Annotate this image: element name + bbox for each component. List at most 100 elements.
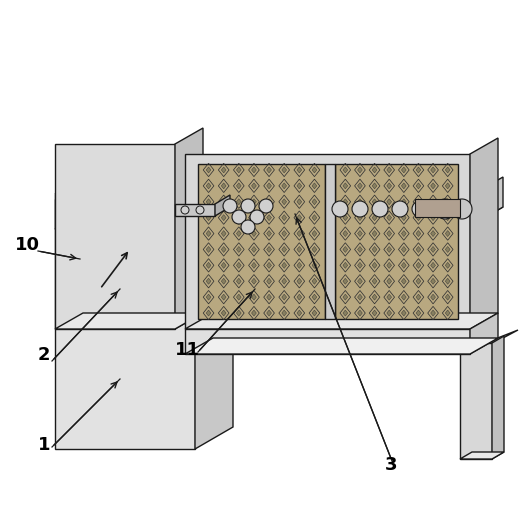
Polygon shape bbox=[185, 155, 470, 329]
Polygon shape bbox=[357, 263, 362, 269]
Polygon shape bbox=[312, 263, 317, 269]
Polygon shape bbox=[55, 314, 203, 329]
Polygon shape bbox=[252, 311, 256, 317]
Polygon shape bbox=[312, 311, 317, 317]
Polygon shape bbox=[416, 263, 421, 269]
Polygon shape bbox=[297, 215, 302, 221]
Polygon shape bbox=[175, 205, 215, 217]
Polygon shape bbox=[325, 165, 335, 319]
Polygon shape bbox=[175, 129, 203, 329]
Polygon shape bbox=[431, 199, 435, 206]
Polygon shape bbox=[236, 168, 241, 174]
Polygon shape bbox=[312, 168, 317, 174]
Polygon shape bbox=[343, 311, 348, 317]
Polygon shape bbox=[221, 168, 226, 174]
Polygon shape bbox=[401, 247, 406, 253]
Polygon shape bbox=[372, 247, 377, 253]
Polygon shape bbox=[446, 231, 450, 237]
Polygon shape bbox=[55, 194, 195, 449]
Polygon shape bbox=[431, 279, 435, 285]
Polygon shape bbox=[215, 195, 230, 217]
Polygon shape bbox=[357, 311, 362, 317]
Polygon shape bbox=[252, 231, 256, 237]
Circle shape bbox=[223, 199, 237, 214]
Polygon shape bbox=[236, 311, 241, 317]
Polygon shape bbox=[252, 247, 256, 253]
Polygon shape bbox=[401, 231, 406, 237]
Circle shape bbox=[241, 199, 255, 214]
Polygon shape bbox=[343, 231, 348, 237]
Text: 10: 10 bbox=[15, 235, 40, 254]
Polygon shape bbox=[312, 231, 317, 237]
Circle shape bbox=[452, 199, 472, 220]
Polygon shape bbox=[282, 183, 287, 189]
Polygon shape bbox=[185, 329, 470, 355]
Polygon shape bbox=[372, 215, 377, 221]
Polygon shape bbox=[357, 231, 362, 237]
Polygon shape bbox=[446, 263, 450, 269]
Polygon shape bbox=[446, 168, 450, 174]
Polygon shape bbox=[55, 173, 233, 194]
Polygon shape bbox=[431, 231, 435, 237]
Polygon shape bbox=[401, 183, 406, 189]
Polygon shape bbox=[343, 263, 348, 269]
Polygon shape bbox=[401, 263, 406, 269]
Circle shape bbox=[332, 201, 348, 218]
Circle shape bbox=[412, 201, 428, 218]
Polygon shape bbox=[431, 168, 435, 174]
Polygon shape bbox=[221, 199, 226, 206]
Polygon shape bbox=[372, 168, 377, 174]
Polygon shape bbox=[206, 294, 211, 300]
Polygon shape bbox=[206, 168, 211, 174]
Polygon shape bbox=[267, 168, 271, 174]
Polygon shape bbox=[387, 183, 391, 189]
Polygon shape bbox=[415, 199, 460, 218]
Polygon shape bbox=[206, 311, 211, 317]
Polygon shape bbox=[185, 314, 498, 329]
Polygon shape bbox=[297, 247, 302, 253]
Polygon shape bbox=[446, 311, 450, 317]
Polygon shape bbox=[221, 311, 226, 317]
Polygon shape bbox=[416, 183, 421, 189]
Polygon shape bbox=[267, 263, 271, 269]
Polygon shape bbox=[267, 279, 271, 285]
Polygon shape bbox=[416, 231, 421, 237]
Polygon shape bbox=[387, 311, 391, 317]
Polygon shape bbox=[267, 311, 271, 317]
Polygon shape bbox=[431, 215, 435, 221]
Polygon shape bbox=[236, 231, 241, 237]
Circle shape bbox=[392, 201, 408, 218]
Polygon shape bbox=[446, 199, 450, 206]
Polygon shape bbox=[206, 231, 211, 237]
Polygon shape bbox=[206, 263, 211, 269]
Polygon shape bbox=[297, 199, 302, 206]
Polygon shape bbox=[282, 263, 287, 269]
Polygon shape bbox=[372, 311, 377, 317]
Polygon shape bbox=[431, 263, 435, 269]
Polygon shape bbox=[446, 215, 450, 221]
Polygon shape bbox=[372, 294, 377, 300]
Polygon shape bbox=[357, 279, 362, 285]
Polygon shape bbox=[372, 199, 377, 206]
Text: 1: 1 bbox=[38, 435, 50, 453]
Polygon shape bbox=[357, 247, 362, 253]
Polygon shape bbox=[236, 199, 241, 206]
Polygon shape bbox=[282, 168, 287, 174]
Polygon shape bbox=[252, 294, 256, 300]
Polygon shape bbox=[387, 199, 391, 206]
Circle shape bbox=[259, 199, 273, 214]
Polygon shape bbox=[357, 215, 362, 221]
Polygon shape bbox=[387, 279, 391, 285]
Polygon shape bbox=[252, 199, 256, 206]
Polygon shape bbox=[221, 215, 226, 221]
Polygon shape bbox=[282, 247, 287, 253]
Polygon shape bbox=[282, 199, 287, 206]
Polygon shape bbox=[312, 215, 317, 221]
Polygon shape bbox=[221, 279, 226, 285]
Polygon shape bbox=[206, 279, 211, 285]
Polygon shape bbox=[357, 294, 362, 300]
Polygon shape bbox=[267, 247, 271, 253]
Polygon shape bbox=[372, 231, 377, 237]
Polygon shape bbox=[343, 294, 348, 300]
Polygon shape bbox=[55, 208, 503, 230]
